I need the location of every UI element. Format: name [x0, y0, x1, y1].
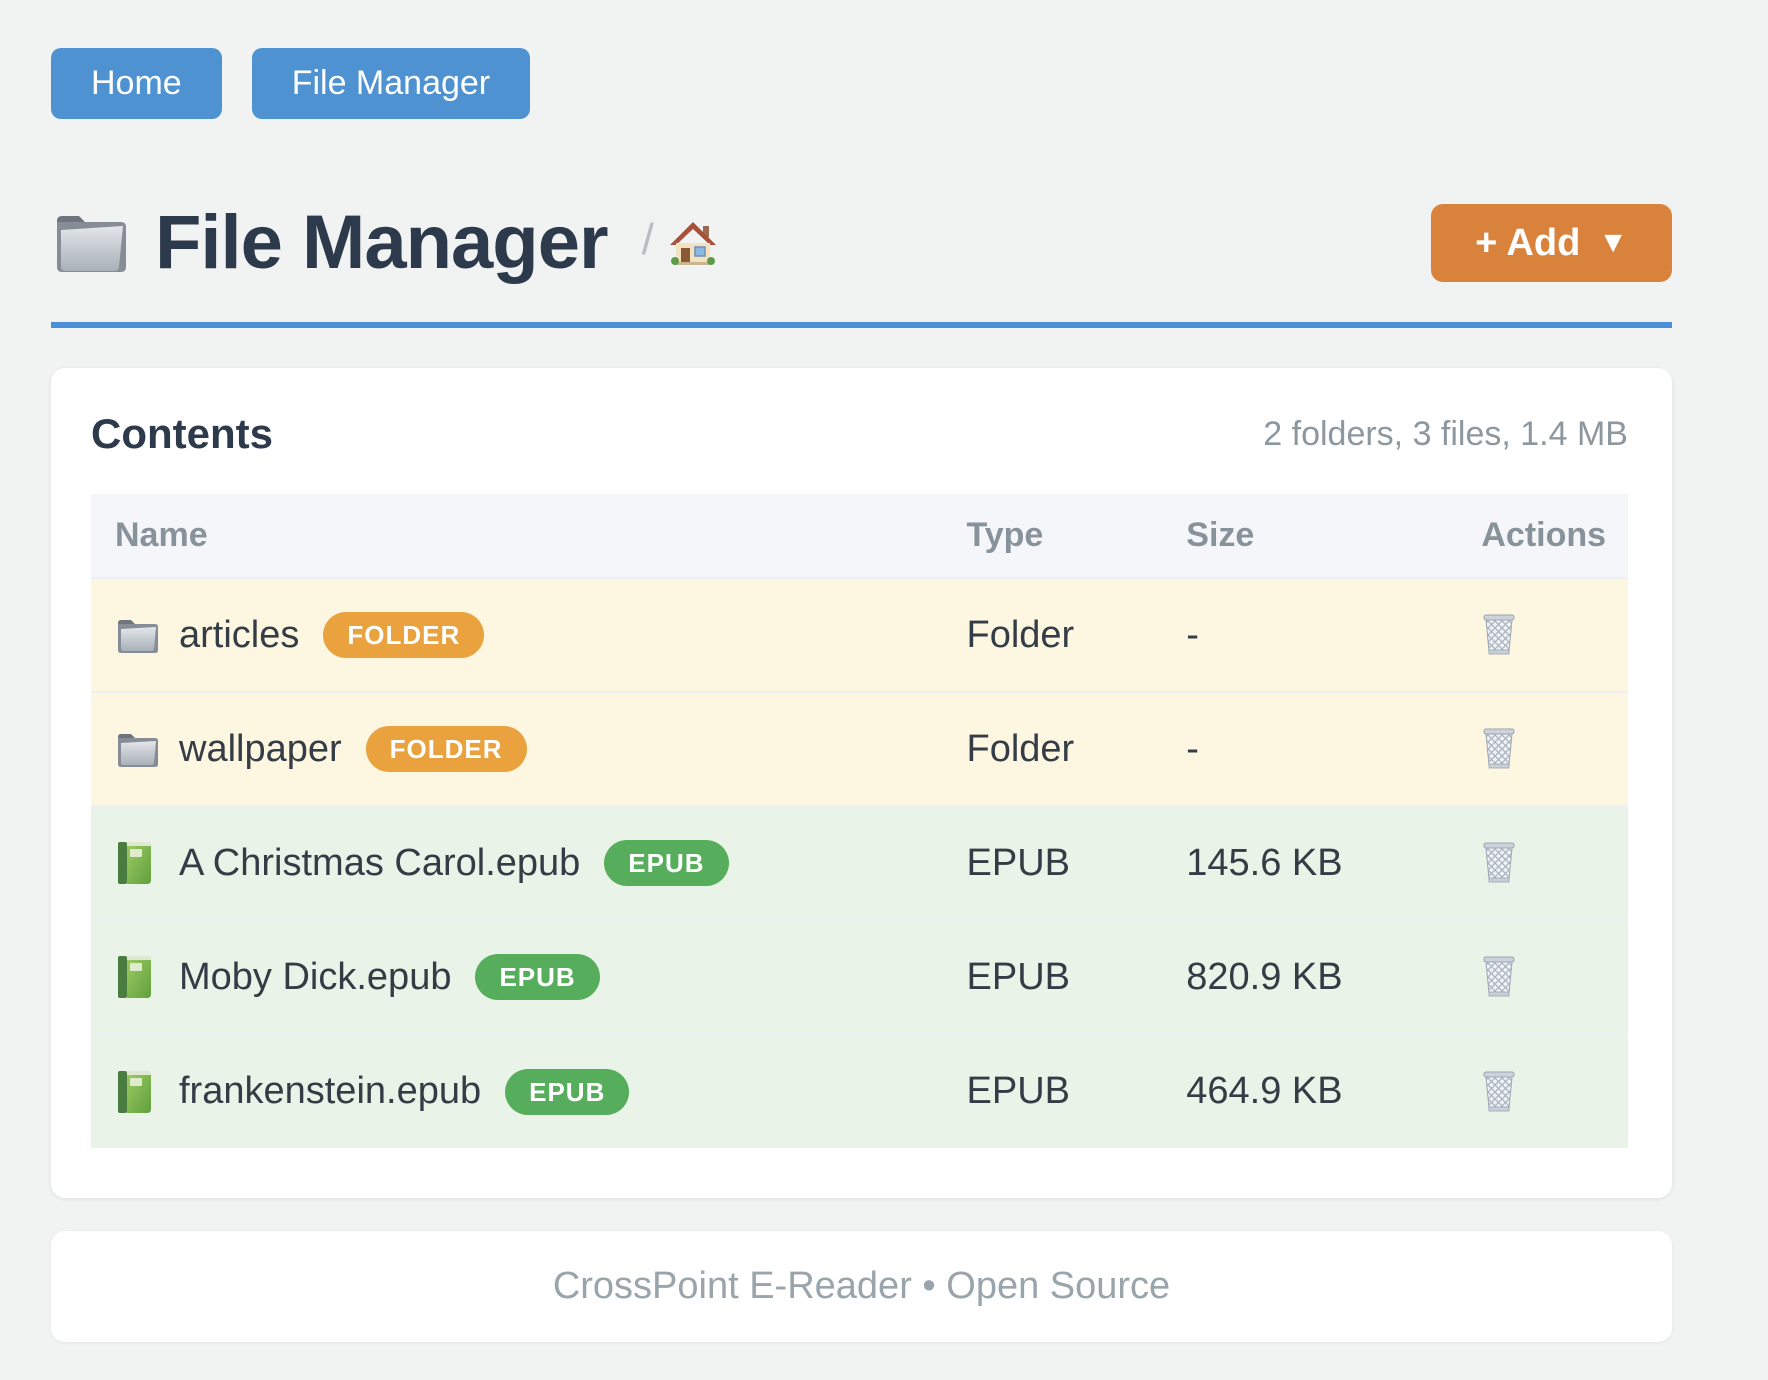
file-table: Name Type Size Actions	[91, 494, 1628, 1149]
trash-icon[interactable]	[1481, 728, 1517, 770]
contents-header: Contents 2 folders, 3 files, 1.4 MB	[91, 410, 1628, 458]
item-name-link[interactable]: articles	[179, 613, 300, 656]
epub-badge: EPUB	[475, 954, 600, 1001]
item-name-link[interactable]: frankenstein.epub	[179, 1070, 482, 1113]
size-cell: -	[1162, 577, 1458, 693]
table-row: wallpaper FOLDER Folder -	[91, 691, 1628, 807]
size-cell: 464.9 KB	[1162, 1033, 1458, 1149]
folder-icon	[115, 729, 159, 769]
item-name-link[interactable]: Moby Dick.epub	[179, 955, 452, 998]
caret-down-icon: ▼	[1598, 225, 1628, 259]
title-underline	[51, 322, 1672, 329]
type-cell: Folder	[942, 691, 1163, 807]
size-cell: -	[1162, 691, 1458, 807]
table-row: articles FOLDER Folder -	[91, 577, 1628, 693]
column-header-actions: Actions	[1457, 494, 1628, 579]
type-cell: Folder	[942, 577, 1163, 693]
green-book-icon	[115, 842, 159, 885]
size-cell: 820.9 KB	[1162, 919, 1458, 1035]
table-row: A Christmas Carol.epub EPUB EPUB 145.6 K…	[91, 805, 1628, 921]
breadcrumb-separator: /	[641, 214, 654, 264]
type-cell: EPUB	[942, 919, 1163, 1035]
item-name-link[interactable]: wallpaper	[179, 727, 342, 770]
top-nav: Home File Manager	[51, 0, 1672, 120]
footer: CrossPoint E-Reader • Open Source	[51, 1231, 1672, 1343]
green-book-icon	[115, 1070, 159, 1113]
folder-icon	[115, 615, 159, 655]
table-header-row: Name Type Size Actions	[91, 494, 1628, 579]
trash-icon[interactable]	[1481, 1071, 1517, 1113]
page-title: File Manager	[155, 200, 609, 286]
home-button[interactable]: Home	[51, 48, 222, 120]
folder-icon	[57, 215, 126, 272]
item-name-link[interactable]: A Christmas Carol.epub	[179, 841, 581, 884]
contents-summary: 2 folders, 3 files, 1.4 MB	[1263, 414, 1628, 453]
title-row: File Manager / + A	[51, 199, 1672, 286]
green-book-icon	[115, 956, 159, 999]
add-button-label: + Add	[1475, 221, 1581, 264]
column-header-name: Name	[91, 494, 943, 579]
type-cell: EPUB	[942, 805, 1163, 921]
column-header-type: Type	[942, 494, 1163, 579]
breadcrumb-home-link[interactable]	[669, 221, 716, 265]
epub-badge: EPUB	[505, 1068, 630, 1115]
epub-badge: EPUB	[604, 840, 729, 887]
table-row: Moby Dick.epub EPUB EPUB 820.9 KB	[91, 919, 1628, 1035]
contents-title: Contents	[91, 410, 273, 458]
page-container: Home File Manager File Manager /	[51, 0, 1672, 1343]
column-header-size: Size	[1162, 494, 1458, 579]
title-group: File Manager /	[51, 199, 1431, 286]
trash-icon[interactable]	[1481, 842, 1517, 884]
house-icon	[669, 221, 716, 265]
folder-badge: FOLDER	[323, 612, 485, 659]
trash-icon[interactable]	[1481, 614, 1517, 656]
trash-icon[interactable]	[1481, 956, 1517, 998]
size-cell: 145.6 KB	[1162, 805, 1458, 921]
file-manager-button[interactable]: File Manager	[251, 48, 531, 120]
add-button[interactable]: + Add ▼	[1431, 203, 1672, 282]
table-row: frankenstein.epub EPUB EPUB 464.9 KB	[91, 1033, 1628, 1149]
footer-text: CrossPoint E-Reader • Open Source	[552, 1265, 1171, 1308]
contents-card: Contents 2 folders, 3 files, 1.4 MB Name…	[51, 368, 1672, 1199]
folder-badge: FOLDER	[365, 726, 527, 773]
type-cell: EPUB	[942, 1033, 1163, 1149]
breadcrumb: /	[642, 215, 716, 271]
